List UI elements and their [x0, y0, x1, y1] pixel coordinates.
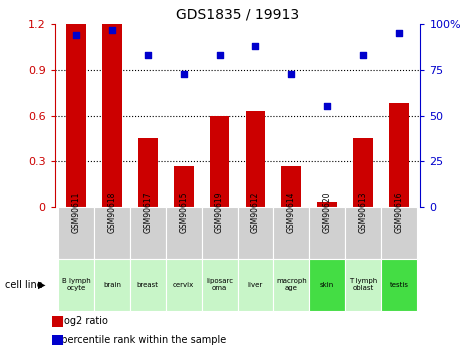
Text: cell line: cell line [5, 280, 42, 289]
Bar [102, 24, 122, 207]
Text: GSM90611: GSM90611 [72, 191, 81, 233]
Point [323, 104, 331, 109]
Bar [353, 138, 373, 207]
Text: GSM90612: GSM90612 [251, 191, 260, 233]
Bar [246, 111, 266, 207]
Bar [238, 207, 273, 259]
Text: GSM90620: GSM90620 [323, 191, 332, 233]
Text: GSM90617: GSM90617 [143, 191, 152, 233]
Text: log2 ratio: log2 ratio [55, 316, 107, 326]
Bar [166, 259, 202, 310]
Bar [389, 104, 408, 207]
Bar [94, 207, 130, 259]
Point [252, 43, 259, 49]
Bar [174, 166, 194, 207]
Bar [381, 259, 417, 310]
Text: GSM90615: GSM90615 [179, 191, 188, 233]
Point [180, 71, 188, 76]
Bar [309, 207, 345, 259]
Text: macroph
age: macroph age [276, 278, 307, 291]
Point [359, 52, 367, 58]
Text: B lymph
ocyte: B lymph ocyte [62, 278, 91, 291]
Text: testis: testis [390, 282, 408, 288]
Bar [130, 207, 166, 259]
Point [72, 32, 80, 38]
Bar [345, 259, 381, 310]
Text: T lymph
oblast: T lymph oblast [349, 278, 377, 291]
Text: liver: liver [248, 282, 263, 288]
Point [216, 52, 223, 58]
Text: GSM90614: GSM90614 [287, 191, 296, 233]
Text: breast: breast [137, 282, 159, 288]
Bar [202, 259, 238, 310]
Bar [273, 207, 309, 259]
Bar [209, 116, 229, 207]
Bar [309, 259, 345, 310]
Bar [130, 259, 166, 310]
Point [108, 27, 116, 32]
Bar [273, 259, 309, 310]
Text: brain: brain [103, 282, 121, 288]
Bar [345, 207, 381, 259]
Point [144, 52, 152, 58]
Bar [281, 166, 301, 207]
Text: ▶: ▶ [38, 280, 45, 289]
Bar [202, 207, 238, 259]
Text: percentile rank within the sample: percentile rank within the sample [55, 335, 226, 345]
Text: cervix: cervix [173, 282, 194, 288]
Bar [381, 207, 417, 259]
Point [287, 71, 295, 76]
Bar [58, 259, 94, 310]
Bar [238, 259, 273, 310]
Text: GSM90618: GSM90618 [107, 191, 116, 233]
Text: GSM90619: GSM90619 [215, 191, 224, 233]
Bar [94, 259, 130, 310]
Text: skin: skin [320, 282, 334, 288]
Bar [166, 207, 202, 259]
Point [395, 31, 403, 36]
Bar [66, 24, 86, 207]
Title: GDS1835 / 19913: GDS1835 / 19913 [176, 8, 299, 22]
Text: liposarc
oma: liposarc oma [206, 278, 233, 291]
Bar [58, 207, 94, 259]
Bar [317, 203, 337, 207]
Bar [138, 138, 158, 207]
Text: GSM90613: GSM90613 [359, 191, 368, 233]
Text: GSM90616: GSM90616 [394, 191, 403, 233]
